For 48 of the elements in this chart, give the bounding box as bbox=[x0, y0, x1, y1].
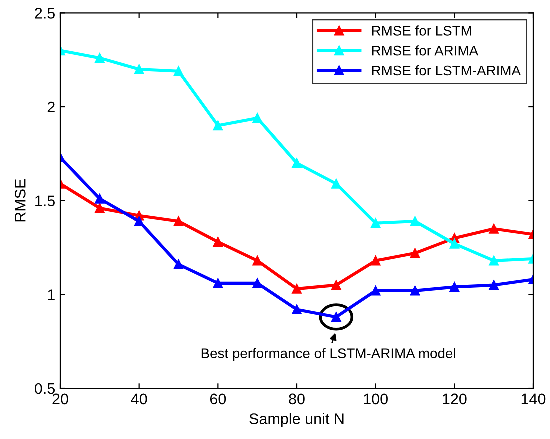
x-tick-label: 120 bbox=[443, 394, 467, 405]
point bbox=[95, 203, 105, 214]
point bbox=[95, 53, 105, 64]
point bbox=[292, 158, 302, 168]
y-tick-label: 2.5 bbox=[35, 8, 55, 19]
point bbox=[450, 282, 460, 292]
point bbox=[489, 256, 499, 266]
point bbox=[489, 280, 499, 290]
point bbox=[370, 286, 381, 296]
x-tick-label: 140 bbox=[522, 394, 546, 405]
point bbox=[213, 278, 224, 288]
y-tick-label: 1.5 bbox=[36, 196, 55, 207]
point bbox=[134, 64, 144, 74]
point bbox=[292, 284, 302, 294]
x-tick-label: 80 bbox=[289, 394, 305, 405]
point bbox=[292, 304, 302, 315]
point bbox=[370, 256, 381, 266]
point bbox=[370, 218, 381, 228]
x-tick-label: 20 bbox=[52, 394, 68, 405]
x-tick-label: 60 bbox=[210, 394, 226, 405]
point bbox=[174, 66, 184, 76]
y-tick-label: 2 bbox=[48, 102, 55, 113]
point bbox=[174, 216, 184, 226]
point bbox=[174, 260, 184, 270]
annotation: Best performance of LSTM-ARIMA model bbox=[202, 348, 456, 362]
point bbox=[489, 224, 499, 234]
point bbox=[213, 120, 224, 131]
point bbox=[410, 216, 420, 226]
point bbox=[252, 256, 262, 266]
point bbox=[95, 194, 105, 204]
point bbox=[410, 248, 420, 258]
point bbox=[450, 239, 460, 249]
point bbox=[332, 280, 342, 290]
legend-label: RMSE for LSTM-ARIMA bbox=[372, 65, 521, 76]
x-tick-label: 100 bbox=[364, 394, 388, 405]
point bbox=[252, 278, 262, 288]
x-tick-label: 40 bbox=[131, 394, 148, 405]
point bbox=[332, 179, 342, 189]
legend-label: RMSE for LSTM bbox=[372, 26, 472, 36]
legend-label: RMSE for ARIMA bbox=[372, 46, 479, 56]
y-tick-label: 1 bbox=[48, 290, 55, 300]
point bbox=[213, 237, 224, 247]
point bbox=[252, 113, 262, 124]
y-axis-title: RMSE bbox=[15, 179, 26, 222]
x-axis-title: Sample unit N bbox=[250, 413, 344, 428]
y-tick-label: 0.5 bbox=[35, 383, 55, 394]
point bbox=[134, 216, 144, 226]
point bbox=[410, 286, 420, 296]
